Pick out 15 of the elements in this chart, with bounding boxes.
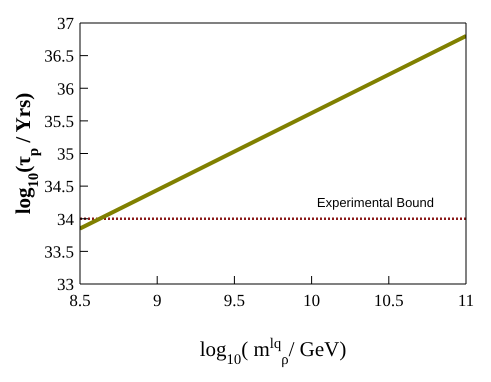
y-tick-label: 34.5	[44, 177, 74, 196]
x-tick-label: 10	[303, 291, 320, 310]
y-tick-label: 34	[57, 210, 74, 229]
y-tick-label: 35.5	[44, 112, 74, 131]
ref-line-label: Experimental Bound	[316, 194, 434, 210]
y-tick-label: 33.5	[44, 242, 74, 262]
y-tick-label: 36	[57, 79, 74, 98]
x-tick-label: 11	[458, 291, 474, 310]
y-tick-label: 37	[57, 14, 74, 34]
x-axis-title: log$_{10}$( m$^{lq}$$_{ρ}$/ GeV)	[200, 336, 346, 368]
y-tick-label: 35	[57, 144, 74, 164]
x-tick-label: 9	[152, 291, 162, 310]
x-tick-label: 9.5	[224, 291, 246, 310]
x-tick-label: 10.5	[374, 291, 404, 310]
y-tick-label: 36.5	[44, 46, 74, 66]
